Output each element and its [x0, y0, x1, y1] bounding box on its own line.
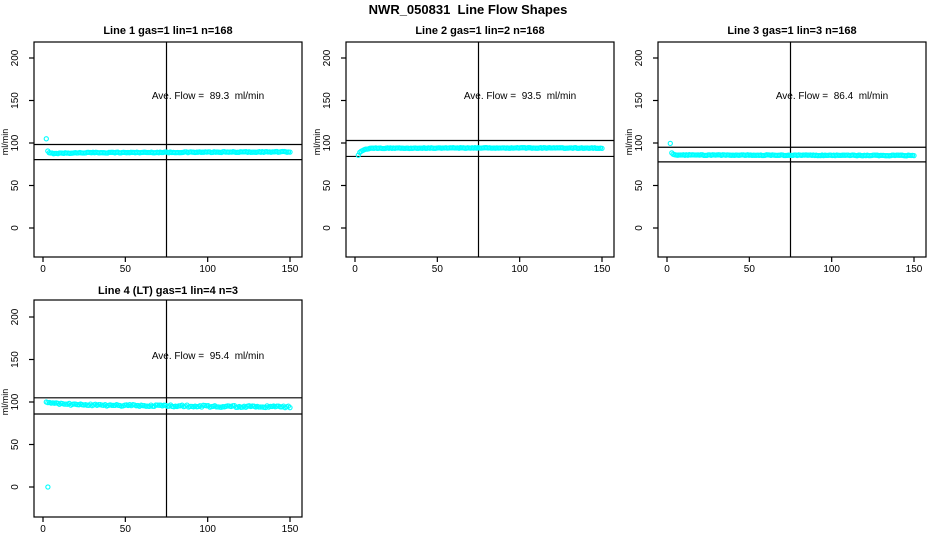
data-point — [911, 152, 917, 159]
data-point — [599, 145, 605, 152]
data-point — [287, 404, 293, 411]
x-tick-label: 0 — [664, 264, 670, 275]
subplot-canvas: 0 50 100 150 0 50 100 150 200 — [10, 299, 303, 535]
x-tick-label: 150 — [282, 524, 299, 535]
x-tick-label: 0 — [40, 524, 46, 535]
y-tick-label: 100 — [10, 134, 21, 151]
y-tick-label: 0 — [322, 225, 333, 231]
ave-flow-annotation: Ave. Flow = 86.4 ml/min — [775, 91, 889, 102]
subplot-line-2: Line 2 gas=1 lin=2 n=168 Ave. Flow = 93.… — [312, 20, 624, 282]
subplot-canvas: 0 50 100 150 0 50 100 150 200 — [634, 41, 927, 275]
y-tick-label: 0 — [10, 225, 21, 231]
y-axis-label: ml/min — [0, 128, 10, 156]
subplot-line-1: Line 1 gas=1 lin=1 n=168 Ave. Flow = 89.… — [0, 20, 312, 282]
x-tick-label: 100 — [823, 264, 840, 275]
subplot-title: Line 3 gas=1 lin=3 n=168 — [727, 25, 857, 37]
subplot-canvas: 0 50 100 150 0 50 100 150 200 — [10, 41, 303, 275]
x-tick-label: 100 — [199, 524, 216, 535]
y-tick-label: 50 — [10, 439, 21, 451]
plot-box — [33, 299, 303, 518]
y-tick-label: 200 — [10, 49, 21, 66]
x-tick-label: 50 — [120, 264, 132, 275]
figure-title: NWR_050831 Line Flow Shapes — [368, 2, 568, 17]
subplot-title: Line 4 (LT) gas=1 lin=4 n=3 — [97, 285, 239, 297]
y-tick-label: 150 — [10, 351, 21, 368]
y-tick-label: 50 — [634, 180, 645, 192]
flow-points-series — [667, 140, 917, 159]
x-tick-label: 150 — [906, 264, 923, 275]
y-tick-label: 200 — [634, 49, 645, 66]
x-tick-label: 100 — [199, 264, 216, 275]
x-tick-label: 150 — [594, 264, 611, 275]
y-axis-label: ml/min — [624, 128, 634, 156]
y-tick-label: 0 — [634, 225, 645, 231]
y-tick-label: 200 — [10, 308, 21, 325]
data-point — [256, 404, 262, 410]
subplot-title: Line 1 gas=1 lin=1 n=168 — [103, 25, 233, 37]
data-point — [187, 403, 193, 410]
ave-flow-annotation: Ave. Flow = 93.5 ml/min — [463, 91, 577, 102]
y-tick-label: 100 — [634, 134, 645, 151]
plot-box — [345, 41, 615, 258]
plot-box — [657, 41, 927, 258]
subplot-line-4: Line 4 (LT) gas=1 lin=4 n=3 Ave. Flow = … — [0, 280, 312, 540]
y-axis-label: ml/min — [0, 388, 10, 416]
flow-points-series — [43, 399, 293, 490]
data-point — [287, 149, 293, 155]
data-point — [667, 140, 673, 147]
y-tick-label: 150 — [10, 92, 21, 109]
plot-box — [33, 41, 303, 258]
y-tick-label: 100 — [10, 393, 21, 410]
y-axis-label: ml/min — [312, 128, 322, 156]
subplot-title: Line 2 gas=1 lin=2 n=168 — [415, 25, 545, 37]
x-tick-label: 150 — [282, 264, 299, 275]
ave-flow-annotation: Ave. Flow = 95.4 ml/min — [151, 351, 265, 362]
subplot-canvas: 0 50 100 150 0 50 100 150 200 — [322, 41, 615, 275]
y-tick-label: 50 — [322, 180, 333, 192]
x-tick-label: 100 — [511, 264, 528, 275]
y-tick-label: 50 — [10, 180, 21, 192]
x-tick-label: 50 — [744, 264, 756, 275]
y-tick-label: 200 — [322, 49, 333, 66]
y-tick-label: 100 — [322, 134, 333, 151]
x-tick-label: 0 — [40, 264, 46, 275]
data-point — [43, 136, 49, 142]
data-point-outlier — [45, 484, 51, 490]
flow-points-series — [43, 136, 293, 157]
y-tick-label: 0 — [10, 484, 21, 490]
ave-flow-annotation: Ave. Flow = 89.3 ml/min — [151, 91, 265, 102]
flow-points-series — [355, 144, 605, 158]
x-tick-label: 50 — [120, 524, 132, 535]
y-tick-label: 150 — [322, 92, 333, 109]
subplot-line-3: Line 3 gas=1 lin=3 n=168 Ave. Flow = 86.… — [624, 20, 936, 282]
x-tick-label: 50 — [432, 264, 444, 275]
data-point — [274, 403, 280, 409]
y-tick-label: 150 — [634, 92, 645, 109]
x-tick-label: 0 — [352, 264, 358, 275]
